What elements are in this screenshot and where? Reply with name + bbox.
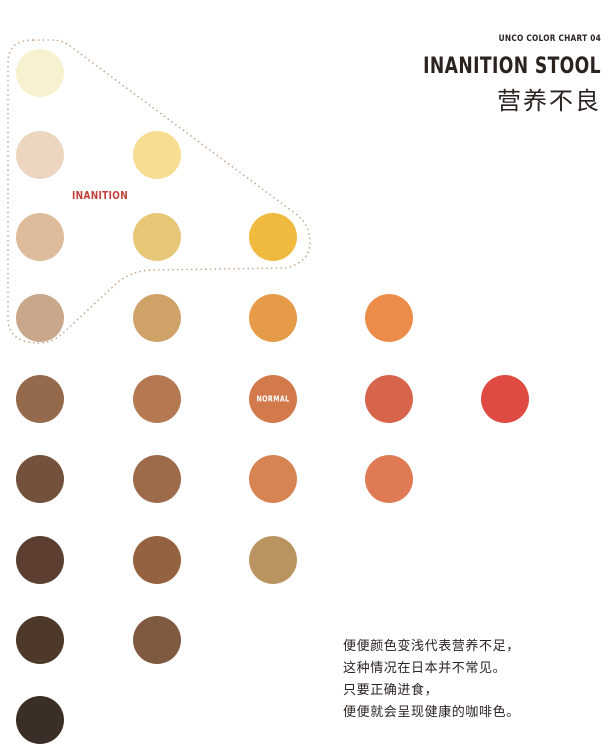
color-swatch	[133, 375, 181, 423]
color-swatch	[16, 49, 64, 97]
caption-line: 只要正确进食，	[343, 683, 439, 698]
color-swatch	[133, 536, 181, 584]
caption-line: 这种情况在日本并不常见。	[343, 661, 507, 676]
caption-line: 便便就会呈现健康的咖啡色。	[343, 705, 520, 720]
color-swatch	[365, 455, 413, 503]
chart-title-english: INANITION STOOL	[423, 54, 601, 79]
color-swatch	[133, 294, 181, 342]
color-swatch	[365, 294, 413, 342]
chart-title-chinese: 营养不良	[497, 87, 601, 115]
color-swatch	[16, 616, 64, 664]
chart-series-label: UNCO COLOR CHART 04	[498, 34, 601, 44]
color-swatch	[249, 375, 297, 423]
color-swatch	[16, 213, 64, 261]
color-swatch	[133, 213, 181, 261]
color-swatch	[481, 375, 529, 423]
color-swatch	[16, 455, 64, 503]
color-swatch	[16, 696, 64, 744]
color-swatch	[133, 455, 181, 503]
color-swatch	[16, 536, 64, 584]
color-swatch	[16, 375, 64, 423]
color-swatch	[249, 455, 297, 503]
caption-text: 便便颜色变浅代表营养不足， 这种情况在日本并不常见。 只要正确进食， 便便就会呈…	[343, 636, 520, 724]
color-swatch	[249, 213, 297, 261]
inanition-zone-label: INANITION	[71, 190, 129, 202]
color-swatch	[365, 375, 413, 423]
color-swatch	[249, 294, 297, 342]
chart-header: UNCO COLOR CHART 04 INANITION STOOL 营养不良	[373, 34, 601, 116]
color-swatch	[16, 131, 64, 179]
color-swatch	[133, 616, 181, 664]
normal-swatch-label: NORMAL	[256, 394, 290, 404]
color-swatch	[16, 294, 64, 342]
caption-line: 便便颜色变浅代表营养不足，	[343, 639, 520, 654]
color-swatch	[249, 536, 297, 584]
color-swatch	[133, 131, 181, 179]
